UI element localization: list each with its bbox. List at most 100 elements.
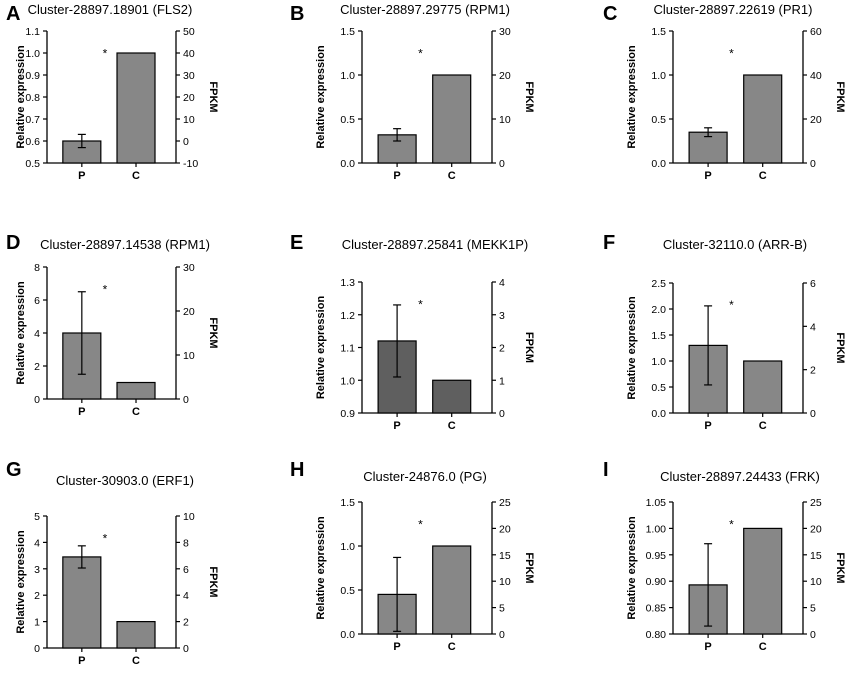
y2-tick-label: 40 [810, 70, 822, 82]
significance-asterisk: * [729, 46, 734, 60]
y2-tick-label: 15 [810, 550, 822, 562]
chart-title: Cluster-24876.0 (PG) [363, 469, 487, 484]
y2-tick-label: 30 [183, 70, 195, 82]
y2-tick-label: 20 [499, 523, 511, 535]
y2-axis-label: FPKM [834, 332, 846, 363]
y2-tick-label: 20 [499, 70, 511, 82]
panel-letter: D [6, 232, 20, 254]
significance-asterisk: * [729, 298, 734, 312]
panel-letter: A [6, 3, 20, 25]
y-tick-label: 0.80 [646, 629, 667, 641]
y-tick-label: 4 [34, 537, 40, 549]
y2-tick-label: 6 [810, 278, 816, 290]
y2-tick-label: 50 [183, 26, 195, 38]
y-tick-label: 0.9 [340, 408, 355, 420]
y2-axis-label: FPKM [834, 81, 846, 112]
y2-tick-label: 4 [499, 277, 505, 289]
y2-tick-label: 10 [183, 114, 195, 126]
y-tick-label: 0.7 [25, 114, 40, 126]
y-tick-label: 0.5 [25, 158, 40, 170]
y2-tick-label: 15 [499, 550, 511, 562]
y2-tick-label: 3 [499, 310, 505, 322]
y-tick-label: 2 [34, 590, 40, 602]
y2-tick-label: 0 [499, 629, 505, 641]
y2-axis-label: FPKM [523, 81, 535, 112]
y-tick-label: 1.5 [651, 26, 666, 38]
y-tick-label: 0.6 [25, 136, 40, 148]
y-tick-label: 0.5 [340, 114, 355, 126]
y-tick-label: 1.5 [340, 497, 355, 509]
y-tick-label: 1.1 [25, 26, 40, 38]
y2-axis-label: FPKM [207, 81, 219, 112]
y2-tick-label: 0 [183, 643, 189, 655]
y2-tick-label: 2 [183, 617, 189, 629]
bar-c [116, 52, 156, 164]
y-axis-label: Relative expression [626, 516, 638, 620]
y-axis-label: Relative expression [315, 296, 327, 400]
x-tick-label: C [448, 641, 456, 653]
y-tick-label: 8 [34, 262, 40, 274]
y2-axis-label: FPKM [207, 317, 219, 348]
significance-asterisk: * [418, 46, 423, 60]
y-tick-label: 0.0 [651, 158, 666, 170]
x-tick-label: C [759, 170, 767, 182]
y2-tick-label: 4 [183, 590, 189, 602]
significance-asterisk: * [418, 297, 423, 311]
significance-asterisk: * [418, 517, 423, 531]
bar-c [432, 74, 472, 164]
chart-title: Cluster-28897.22619 (PR1) [654, 2, 813, 17]
y-axis-label: Relative expression [15, 281, 27, 385]
y-axis-label: Relative expression [315, 516, 327, 620]
y2-axis-label: FPKM [523, 332, 535, 363]
y-tick-label: 3 [34, 564, 40, 576]
y-tick-label: 0.0 [340, 158, 355, 170]
panel-letter: F [603, 232, 615, 254]
x-tick-label: C [132, 655, 140, 667]
y2-tick-label: 10 [810, 576, 822, 588]
y2-tick-label: 10 [183, 511, 195, 523]
y-tick-label: 0 [34, 394, 40, 406]
y2-tick-label: 0 [810, 408, 816, 420]
y-axis-label: Relative expression [15, 530, 27, 634]
panel-letter: C [603, 3, 617, 25]
bar-c [432, 545, 472, 635]
bar-c [743, 74, 783, 164]
bar-c [743, 527, 783, 635]
y2-tick-label: 30 [499, 26, 511, 38]
chart-title: Cluster-28897.24433 (FRK) [660, 469, 820, 484]
y2-tick-label: -10 [183, 158, 198, 170]
chart-panel-h: H Cluster-24876.0 (PG) 0.0 0.5 1.0 1.5 0 5 10 15 2… [290, 459, 535, 653]
chart-panel-b: B Cluster-28897.29775 (RPM1) 0.0 0.5 1.0 1.5 0… [290, 2, 535, 182]
y2-tick-label: 25 [499, 497, 511, 509]
y-tick-label: 0.9 [25, 70, 40, 82]
chart-title: Cluster-30903.0 (ERF1) [56, 473, 194, 488]
chart-title: Cluster-28897.14538 (RPM1) [40, 237, 210, 252]
chart-title: Cluster-28897.29775 (RPM1) [340, 2, 510, 17]
chart-panel-f: F Cluster-32110.0 (ARR-B) 0.0 0.5 1.0 1.5 2.0 2… [603, 232, 846, 432]
y-tick-label: 0 [34, 643, 40, 655]
y2-tick-label: 8 [183, 537, 189, 549]
panel-letter: H [290, 459, 304, 481]
chart-panel-a: A Cluster-28897.18901 (FLS2) 0.5 0.6 0.7 0.8 0… [6, 2, 219, 182]
x-tick-label: P [393, 420, 400, 432]
x-tick-label: C [132, 406, 140, 418]
y-tick-label: 4 [34, 328, 40, 340]
y-tick-label: 1.2 [340, 310, 355, 322]
y-tick-label: 1.3 [340, 277, 355, 289]
y2-tick-label: 10 [499, 576, 511, 588]
y-tick-label: 0.5 [651, 114, 666, 126]
x-tick-label: P [393, 641, 400, 653]
x-tick-label: P [78, 655, 85, 667]
y-tick-label: 1.0 [651, 70, 666, 82]
y-tick-label: 6 [34, 295, 40, 307]
x-tick-label: P [78, 170, 85, 182]
x-tick-label: P [704, 420, 711, 432]
y-tick-label: 1.5 [651, 330, 666, 342]
x-tick-label: C [448, 170, 456, 182]
y-tick-label: 1.0 [651, 356, 666, 368]
y-axis-label: Relative expression [15, 45, 27, 149]
y-axis-label: Relative expression [626, 45, 638, 149]
y-tick-label: 1.0 [340, 70, 355, 82]
y2-tick-label: 0 [810, 629, 816, 641]
significance-asterisk: * [103, 282, 108, 296]
